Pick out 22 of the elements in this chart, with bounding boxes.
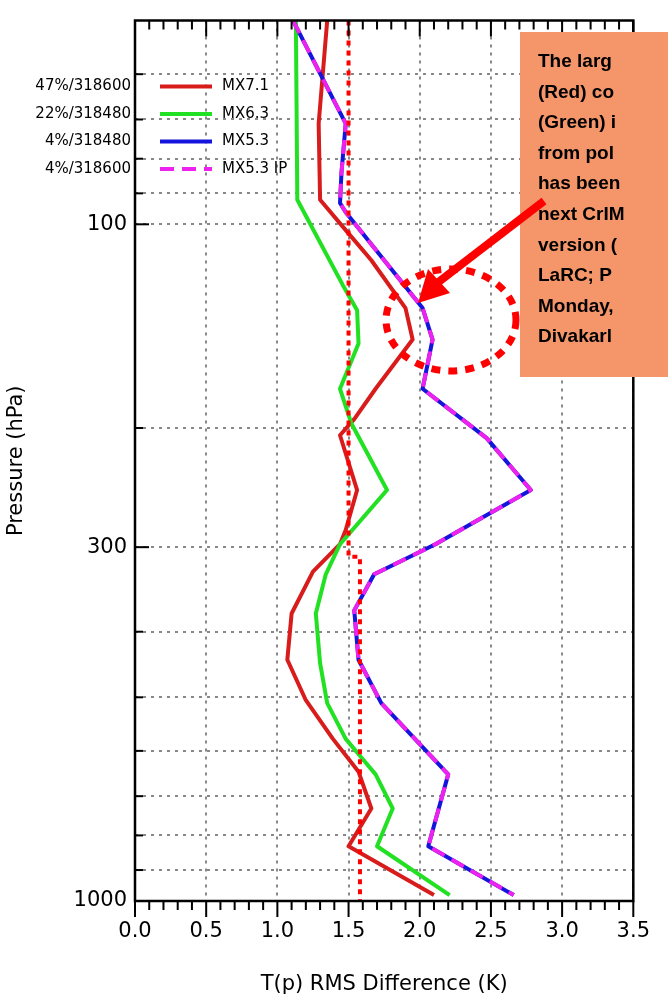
text: 4%/318600 (44, 158, 131, 177)
legend-label: MX7.1 (222, 76, 270, 95)
legend-label: MX5.3 (222, 131, 270, 150)
x-tick-label: 2.5 (474, 918, 508, 943)
text: 22%/318480 (35, 103, 131, 122)
y-axis-title: Pressure (hPa) (3, 385, 28, 537)
x-tick-label: 1.0 (260, 918, 295, 943)
x-tick-label: 1.5 (331, 918, 366, 943)
y-tick-label: 300 (86, 533, 127, 558)
legend-label: MX6.3 (222, 103, 270, 122)
x-tick-label: 2.0 (403, 918, 437, 943)
y-tick-label: 100 (86, 210, 127, 235)
x-axis-title: T(p) RMS Difference (K) (259, 970, 508, 995)
x-tick-label: 3.5 (616, 918, 650, 943)
x-tick-label: 0.5 (189, 918, 223, 943)
legend-label: MX5.3 IP (222, 158, 288, 177)
text: 4%/318480 (44, 131, 131, 150)
x-tick-label: 0.0 (118, 918, 152, 943)
text-box: The larg (Red) co (Green) i from pol has been next CrIM version ( LaRC; P Monday, Divakarl (520, 32, 668, 377)
y-tick-label: 1000 (73, 887, 127, 912)
x-tick-label: 3.0 (545, 918, 579, 943)
text: 47%/318600 (35, 76, 131, 95)
